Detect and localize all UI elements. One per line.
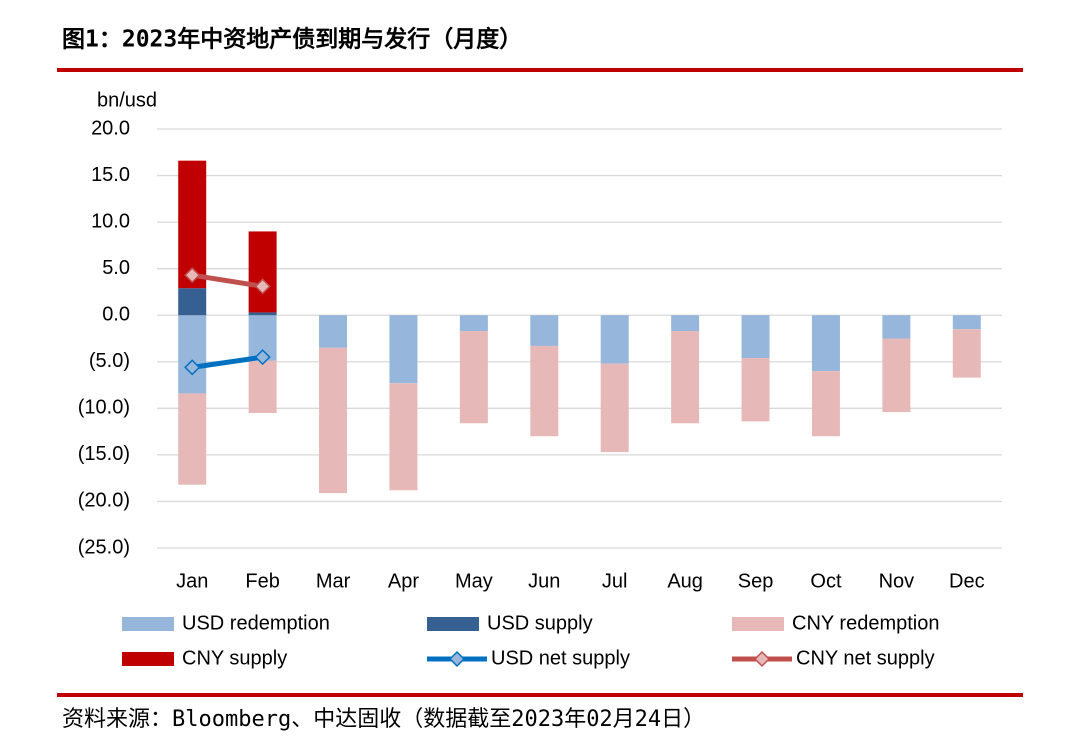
legend-label: USD redemption	[182, 612, 330, 634]
x-tick-label: Jun	[528, 570, 560, 592]
line-marker	[184, 359, 201, 376]
bar	[671, 331, 700, 424]
legend-label: USD net supply	[491, 647, 630, 669]
bar	[459, 315, 488, 332]
y-tick-label: (25.0)	[78, 536, 130, 558]
x-tick-label: Oct	[810, 570, 842, 592]
bar	[178, 288, 207, 316]
x-tick-label: Nov	[879, 570, 915, 592]
x-tick-label: Feb	[245, 570, 279, 592]
legend-label: CNY redemption	[792, 612, 939, 634]
legend-marker	[753, 650, 771, 668]
bar	[530, 345, 559, 437]
bar	[248, 312, 277, 316]
legend-swatch	[122, 617, 174, 631]
bar	[178, 393, 207, 485]
legend-label: CNY net supply	[796, 647, 935, 669]
bottom-rule	[57, 693, 1023, 697]
bar	[600, 363, 629, 453]
y-tick-label: 5.0	[102, 257, 130, 279]
x-tick-label: Apr	[388, 570, 419, 592]
bar	[319, 347, 348, 494]
bar	[952, 329, 981, 378]
y-tick-label: (15.0)	[78, 443, 130, 465]
bar	[882, 315, 911, 339]
x-tick-label: Sep	[738, 570, 774, 592]
source-note: 资料来源：Bloomberg、中达固收（数据截至2023年02月24日）	[62, 707, 705, 732]
y-tick-label: 10.0	[91, 210, 130, 232]
legend-swatch	[427, 617, 479, 631]
bar	[459, 331, 488, 424]
bar	[741, 358, 770, 422]
bar	[811, 371, 840, 437]
chart-title: 图1：2023年中资地产债到期与发行（月度）	[62, 26, 522, 53]
bar	[178, 315, 207, 394]
bar	[600, 315, 629, 364]
top-rule	[57, 68, 1023, 72]
bar	[389, 315, 418, 384]
y-tick-label: 15.0	[91, 164, 130, 186]
line	[191, 354, 263, 370]
line-marker	[184, 267, 201, 284]
bar	[248, 360, 277, 413]
y-tick-label: (20.0)	[78, 490, 130, 512]
x-tick-label: Dec	[949, 570, 985, 592]
x-tick-label: Jul	[602, 570, 628, 592]
line-marker	[254, 278, 271, 295]
bar	[178, 160, 207, 289]
x-tick-label: May	[455, 570, 493, 592]
legend-label: CNY supply	[182, 647, 287, 669]
bar	[248, 231, 277, 313]
y-axis-label: bn/usd	[97, 89, 157, 111]
bar	[741, 315, 770, 359]
y-tick-label: (10.0)	[78, 397, 130, 419]
bar	[319, 315, 348, 348]
bar	[671, 315, 700, 332]
line-marker	[254, 349, 271, 366]
y-tick-label: 20.0	[91, 117, 130, 139]
line	[191, 272, 264, 289]
x-tick-label: Mar	[316, 570, 351, 592]
x-tick-label: Aug	[667, 570, 703, 592]
bar	[530, 315, 559, 346]
y-tick-label: 0.0	[102, 304, 130, 326]
y-tick-label: (5.0)	[89, 350, 130, 372]
legend-marker	[448, 650, 466, 668]
bar	[389, 383, 418, 491]
legend-swatch	[732, 617, 784, 631]
legend-swatch	[122, 652, 174, 666]
x-tick-label: Jan	[176, 570, 208, 592]
bar	[952, 315, 981, 330]
bar	[882, 338, 911, 413]
bar	[811, 315, 840, 372]
legend-label: USD supply	[487, 612, 593, 634]
